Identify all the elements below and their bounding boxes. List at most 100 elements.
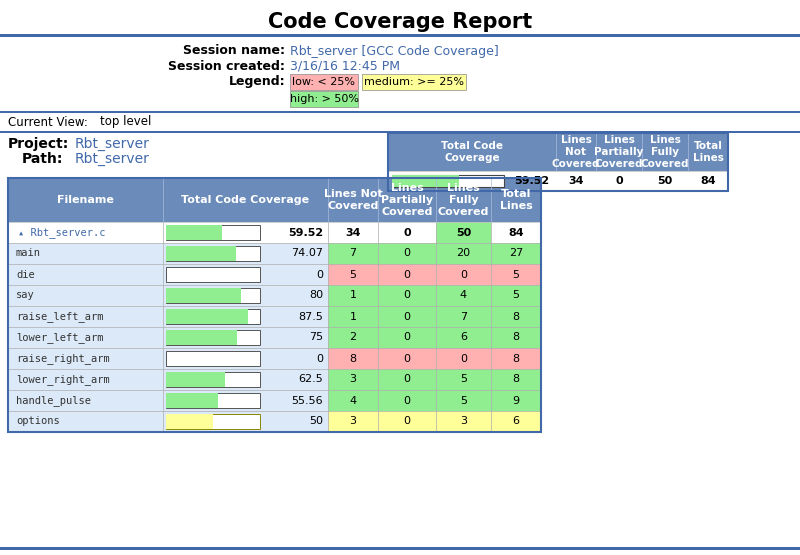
Bar <box>491 264 541 285</box>
Text: 84: 84 <box>700 176 716 186</box>
Text: top level: top level <box>100 115 151 129</box>
Text: 0: 0 <box>403 290 410 300</box>
Text: Project:: Project: <box>8 137 70 151</box>
Text: 1: 1 <box>350 311 357 321</box>
Text: Lines Not
Covered: Lines Not Covered <box>324 189 382 211</box>
Bar <box>166 246 260 261</box>
Bar <box>166 372 225 387</box>
Bar <box>166 309 248 324</box>
Text: 0: 0 <box>615 176 623 186</box>
Bar <box>436 348 491 369</box>
Text: Code Coverage Report: Code Coverage Report <box>268 12 532 32</box>
Text: 0: 0 <box>460 270 467 280</box>
Bar <box>0 547 800 550</box>
Bar <box>378 327 436 348</box>
Text: 0: 0 <box>403 416 410 426</box>
Text: 0: 0 <box>403 270 410 280</box>
Text: ▴ Rbt_server.c: ▴ Rbt_server.c <box>18 227 106 238</box>
Bar <box>290 74 358 90</box>
Bar <box>0 131 800 133</box>
Bar <box>436 243 491 264</box>
Bar <box>166 414 213 429</box>
Text: 1: 1 <box>350 290 357 300</box>
Text: 3: 3 <box>350 416 357 426</box>
Text: Filename: Filename <box>57 195 114 205</box>
Text: Total Code Coverage: Total Code Coverage <box>182 195 310 205</box>
Text: 74.07: 74.07 <box>291 249 323 259</box>
Text: Legend:: Legend: <box>228 75 285 88</box>
Bar <box>163 285 328 306</box>
Text: 5: 5 <box>513 270 519 280</box>
Text: 50: 50 <box>456 228 471 238</box>
Bar <box>166 246 236 261</box>
Bar <box>436 411 491 432</box>
Text: lower_left_arm: lower_left_arm <box>16 332 103 343</box>
Text: high: > 50%: high: > 50% <box>290 94 358 104</box>
Text: 0: 0 <box>460 354 467 364</box>
Text: Lines
Fully
Covered: Lines Fully Covered <box>438 183 489 218</box>
Bar <box>8 222 163 243</box>
Text: 6: 6 <box>460 332 467 342</box>
Bar <box>166 351 260 366</box>
Text: 0: 0 <box>403 375 410 385</box>
Bar <box>166 288 242 303</box>
Bar <box>163 243 328 264</box>
Text: 0: 0 <box>403 249 410 259</box>
Bar <box>328 285 378 306</box>
Bar <box>163 306 328 327</box>
Bar <box>8 411 163 432</box>
Text: 8: 8 <box>513 375 519 385</box>
Text: Lines
Partially
Covered: Lines Partially Covered <box>381 183 433 218</box>
Bar <box>166 267 260 282</box>
Text: 5: 5 <box>460 396 467 406</box>
Bar <box>166 393 218 408</box>
Text: 50: 50 <box>658 176 673 186</box>
Bar <box>166 372 260 387</box>
Bar <box>392 175 458 187</box>
Bar <box>163 222 328 243</box>
Bar <box>8 390 163 411</box>
Text: 59.52: 59.52 <box>288 228 323 238</box>
Text: 7: 7 <box>460 311 467 321</box>
Bar <box>328 222 378 243</box>
Bar <box>436 306 491 327</box>
Bar <box>8 243 163 264</box>
Bar <box>163 264 328 285</box>
Text: Path:: Path: <box>22 152 63 166</box>
Text: Session name:: Session name: <box>183 44 285 58</box>
Bar <box>388 133 728 191</box>
Text: 5: 5 <box>350 270 357 280</box>
Text: raise_left_arm: raise_left_arm <box>16 311 103 322</box>
Text: 34: 34 <box>568 176 584 186</box>
Bar <box>328 348 378 369</box>
Text: 62.5: 62.5 <box>298 375 323 385</box>
Text: Session created:: Session created: <box>168 59 285 73</box>
Text: 9: 9 <box>513 396 519 406</box>
Bar <box>491 327 541 348</box>
Bar <box>166 309 260 324</box>
Bar <box>166 225 222 240</box>
Bar <box>491 348 541 369</box>
Bar <box>8 178 541 222</box>
Bar <box>378 285 436 306</box>
Text: Lines
Not
Covered: Lines Not Covered <box>552 135 600 169</box>
Bar <box>328 264 378 285</box>
Text: 75: 75 <box>309 332 323 342</box>
Bar <box>491 243 541 264</box>
Bar <box>491 306 541 327</box>
Text: 5: 5 <box>460 375 467 385</box>
Text: say: say <box>16 290 34 300</box>
Bar <box>166 225 260 240</box>
Text: 5: 5 <box>513 290 519 300</box>
Bar <box>491 285 541 306</box>
Bar <box>436 222 491 243</box>
Bar <box>8 369 163 390</box>
Bar <box>378 306 436 327</box>
Bar <box>163 390 328 411</box>
Text: 87.5: 87.5 <box>298 311 323 321</box>
Bar <box>392 175 504 187</box>
Text: low: < 25%: low: < 25% <box>293 77 355 87</box>
Text: Lines
Partially
Covered: Lines Partially Covered <box>594 135 644 169</box>
Text: 0: 0 <box>403 396 410 406</box>
Text: die: die <box>16 270 34 280</box>
